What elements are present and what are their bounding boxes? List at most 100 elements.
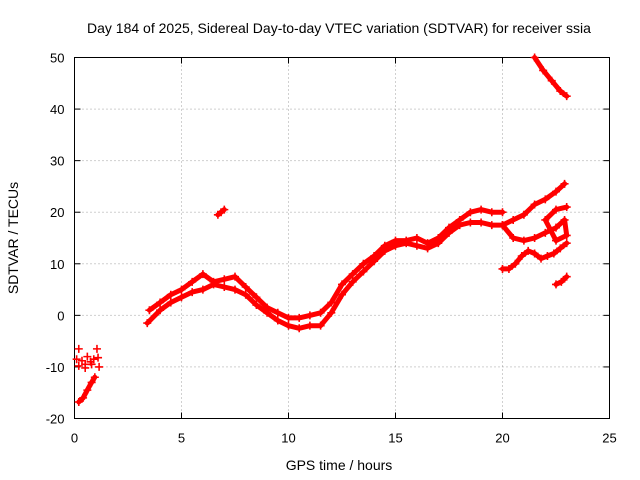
series-late-rising [498,179,569,230]
y-tick-label: 40 [50,102,64,117]
data-point [241,290,250,299]
data-point [348,270,357,279]
data-point [263,308,272,317]
data-point [348,277,357,286]
data-point [562,272,571,281]
x-tick-label: 20 [495,431,509,446]
data-point [252,301,261,310]
data-point [511,259,520,268]
data-point [72,355,81,364]
data-point [543,252,552,261]
data-point [466,218,475,227]
y-tick-label: 10 [50,257,64,272]
data-point [455,221,464,230]
data-point [74,344,83,353]
data-point [83,352,92,361]
y-tick-label: -20 [46,412,65,427]
data-point [562,231,571,240]
data-point [370,257,379,266]
data-point [552,236,560,245]
data-point [156,298,165,307]
data-point [562,239,571,248]
data-point [156,306,165,315]
data-point [327,308,336,317]
data-point [380,246,389,255]
data-point [504,264,513,273]
data-point [539,66,548,75]
series-late-loop [498,203,571,245]
data-point [549,249,558,258]
data-point [541,215,550,224]
data-point [81,363,90,372]
data-point [220,275,229,284]
data-point [466,208,475,217]
data-point [517,252,526,261]
series-line [144,220,505,331]
data-point [188,277,197,286]
data-point [530,249,539,258]
data-traces [72,53,571,406]
data-point [177,293,186,302]
data-point [74,361,83,370]
data-point [338,290,346,299]
data-point [198,285,207,294]
series-line [146,207,505,321]
data-point [143,319,152,328]
data-point [89,355,98,364]
data-point [231,272,239,281]
data-point [90,373,99,382]
data-point [519,236,528,245]
data-point [188,288,197,297]
data-point [220,282,229,291]
axis-ticks: 0 5 10 15 20 25 -20 -10 0 10 20 30 40 50 [46,51,617,446]
data-point [530,200,539,209]
data-point [391,241,400,250]
data-point [305,311,314,320]
data-point [198,270,207,279]
y-tick-label: 0 [57,308,64,323]
data-point [423,244,432,253]
data-point [166,298,175,307]
data-point [220,205,229,214]
chart-title: Day 184 of 2025, Sidereal Day-to-day VTE… [87,20,591,36]
data-point [557,277,566,286]
y-tick-label: 20 [50,205,64,220]
data-point [273,316,282,325]
data-point [498,221,507,230]
data-point [556,244,565,253]
series-late-descent [530,53,571,101]
data-point [552,187,560,196]
data-point [284,313,293,322]
data-point [530,234,539,242]
data-point [231,285,239,294]
data-point [477,218,486,227]
data-point [541,195,550,204]
data-point [509,234,518,242]
data-point [316,308,325,317]
data-point [338,280,346,289]
data-point [83,386,92,395]
data-point [562,203,571,212]
series-main-upper [145,205,507,322]
data-point [537,254,546,263]
data-point [487,221,496,230]
data-point [509,215,518,224]
data-point [524,246,533,255]
x-tick-label: 0 [71,431,78,446]
data-point [295,313,304,322]
data-point [412,234,421,242]
data-point [305,321,314,330]
series-early-scatter [72,344,104,372]
data-point [556,87,565,96]
data-point [519,210,528,219]
data-point [145,306,154,315]
data-point [166,290,175,299]
data-point [562,92,571,101]
data-point [94,353,103,362]
y-axis-label: SDTVAR / TECUs [5,182,21,294]
x-tick-label: 25 [602,431,616,446]
data-point [284,321,293,330]
data-point [359,259,368,268]
data-point [498,208,507,217]
